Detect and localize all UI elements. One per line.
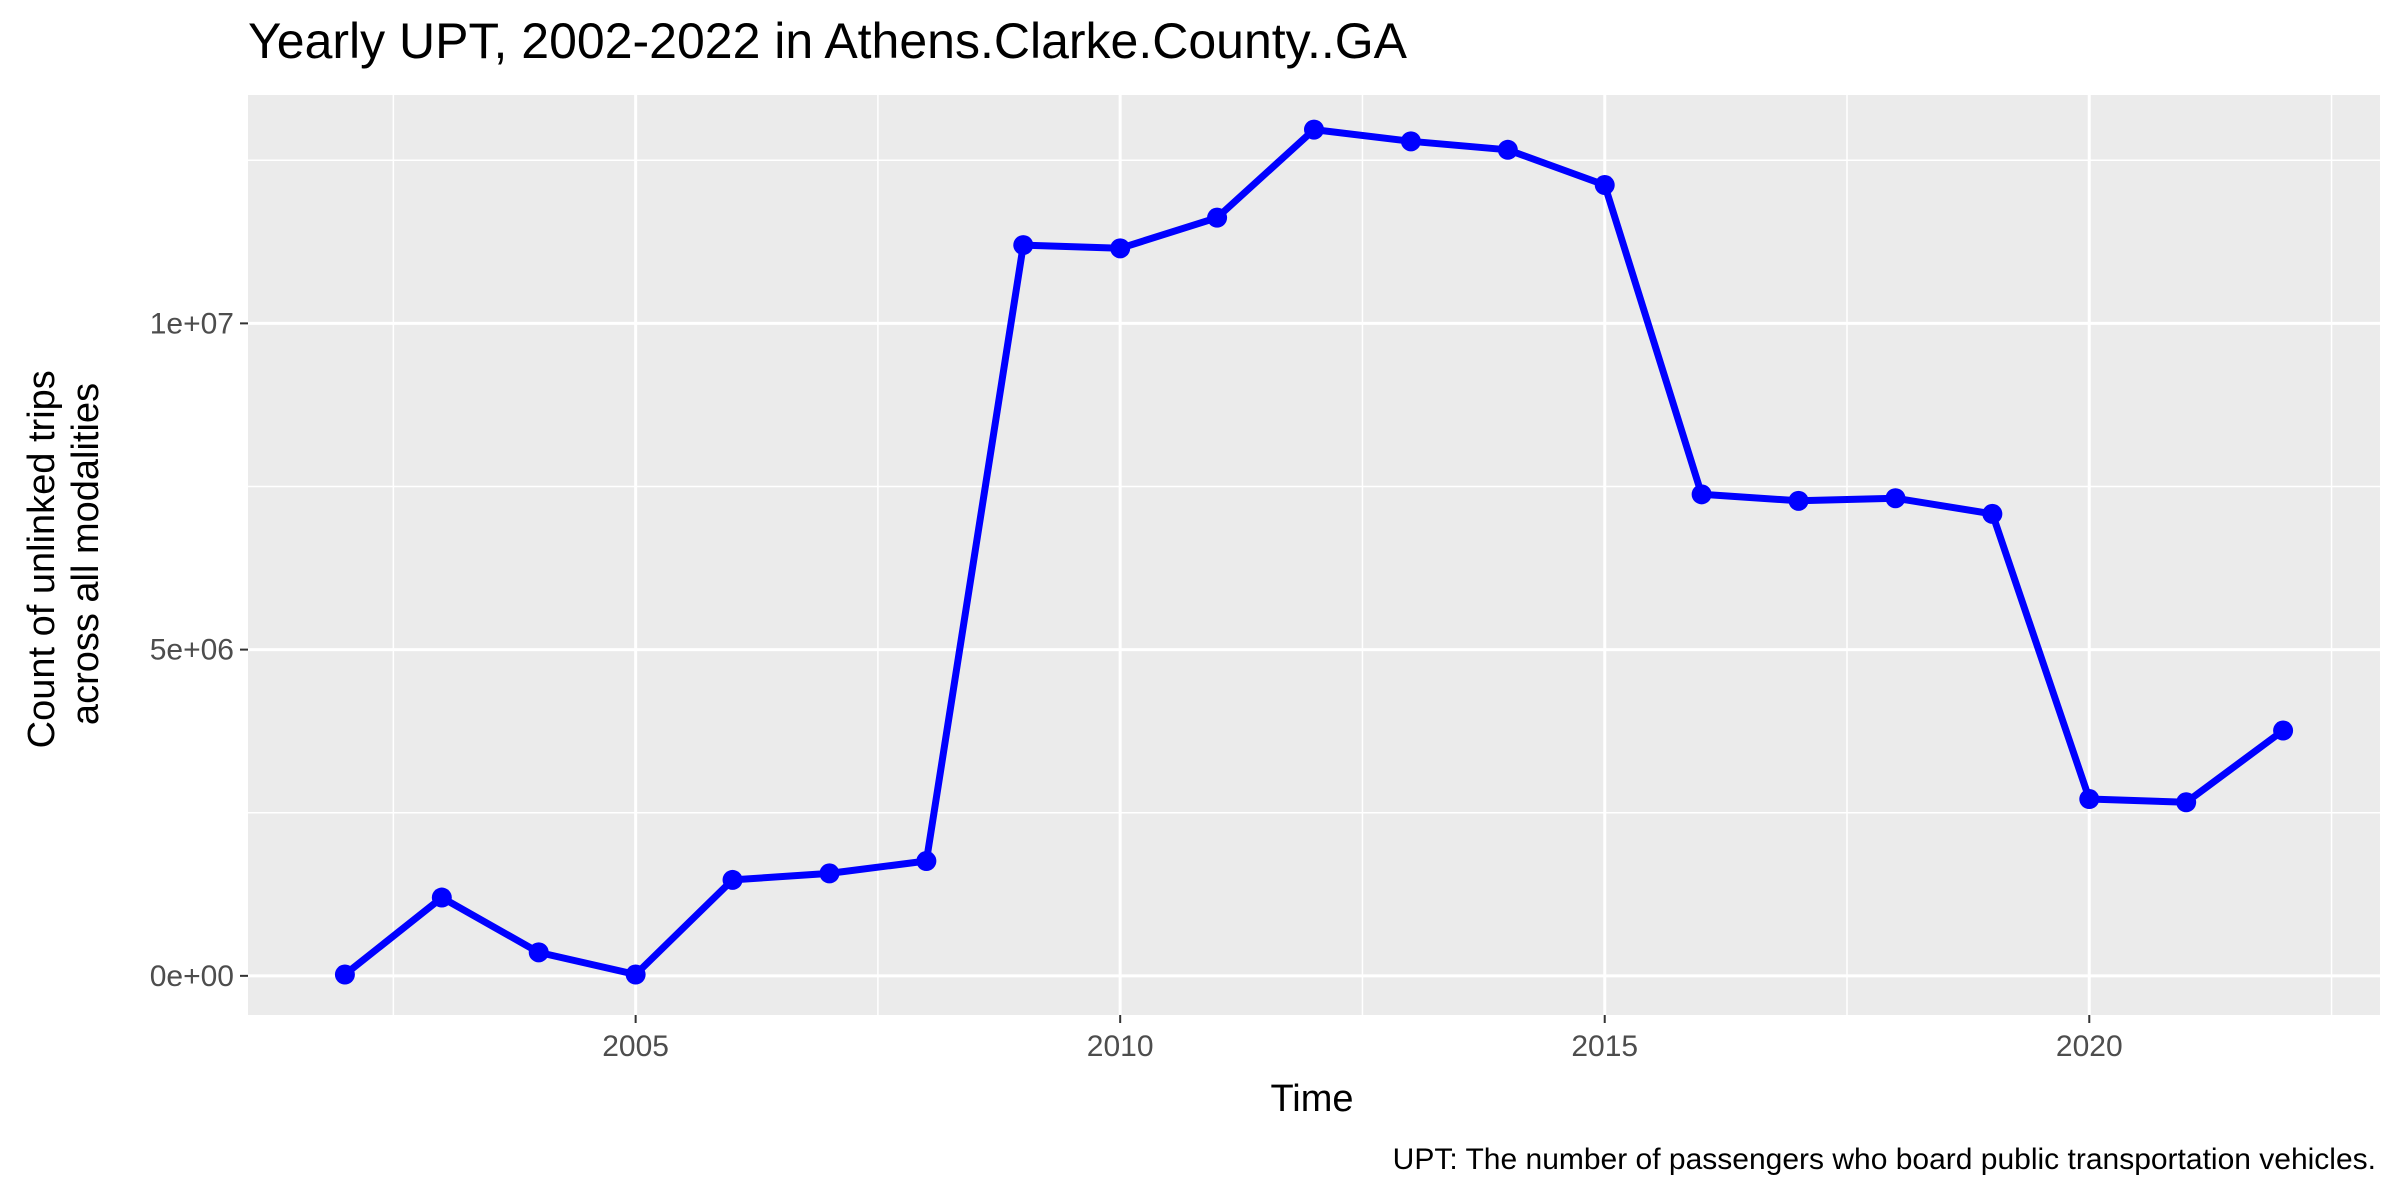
data-point xyxy=(528,942,549,963)
data-point xyxy=(1013,235,1034,256)
series-upt xyxy=(334,119,2294,985)
chart-title: Yearly UPT, 2002-2022 in Athens.Clarke.C… xyxy=(248,13,1408,69)
x-tick-label: 2020 xyxy=(2056,1030,2123,1063)
x-axis-title: Time xyxy=(1270,1078,1353,1120)
y-axis-title-line-1: Count of unlinked trips xyxy=(21,370,63,748)
x-axis: 2005 2010 2015 2020 xyxy=(602,1015,2123,1063)
data-point xyxy=(1788,490,1809,511)
y-tick-label: 0e+00 xyxy=(150,960,234,993)
x-tick-label: 2010 xyxy=(1087,1030,1154,1063)
data-point xyxy=(1885,488,1906,509)
data-point xyxy=(334,964,355,985)
data-point xyxy=(1497,139,1518,160)
data-point xyxy=(916,851,937,872)
y-axis-title-line-2: across all modalities xyxy=(65,383,107,725)
data-point xyxy=(1304,119,1324,140)
data-point xyxy=(1691,484,1712,505)
data-point xyxy=(1982,503,2003,524)
plot-panel xyxy=(248,95,2380,1015)
data-point xyxy=(722,869,743,890)
data-point xyxy=(819,863,840,884)
data-point xyxy=(625,964,646,985)
data-point xyxy=(1594,175,1615,196)
y-tick-label: 5e+06 xyxy=(150,634,234,667)
y-axis: 0e+00 5e+06 1e+07 xyxy=(150,307,248,993)
y-tick-label: 1e+07 xyxy=(150,307,234,340)
data-point xyxy=(2273,720,2294,741)
data-point xyxy=(431,887,452,908)
data-point xyxy=(1400,131,1421,152)
y-axis-title: Count of unlinked trips across all modal… xyxy=(21,360,107,749)
x-tick-label: 2015 xyxy=(1571,1030,1638,1063)
data-point xyxy=(2176,792,2197,813)
x-tick-label: 2005 xyxy=(602,1030,669,1063)
data-point xyxy=(2079,789,2100,810)
data-point xyxy=(1110,238,1131,259)
chart-caption: UPT: The number of passengers who board … xyxy=(1393,1143,2376,1176)
gridlines xyxy=(248,95,2380,1015)
data-point xyxy=(1207,207,1228,228)
